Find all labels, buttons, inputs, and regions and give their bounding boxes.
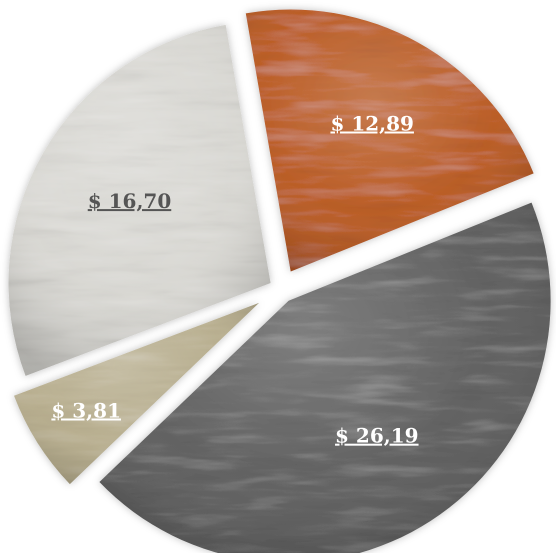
slice-value-label-3: $ 16,70 (88, 189, 172, 213)
pie-slice-group-2 (14, 302, 260, 485)
slice-value-label-4: $ 12,89 (330, 112, 414, 136)
pie-slice-sheen-1 (99, 202, 551, 553)
pie-slice-sheen-3 (8, 24, 271, 376)
pie-slice-group-3 (8, 24, 271, 376)
pie-slice-sheen-2 (14, 302, 260, 485)
slice-value-label-2: $ 3,81 (51, 399, 121, 423)
pie-slice-sheen-4 (245, 9, 534, 272)
pie-slice-group-1 (99, 202, 551, 553)
slice-value-label-1: $ 26,19 (335, 424, 419, 448)
pie-slice-group-4 (245, 9, 534, 272)
